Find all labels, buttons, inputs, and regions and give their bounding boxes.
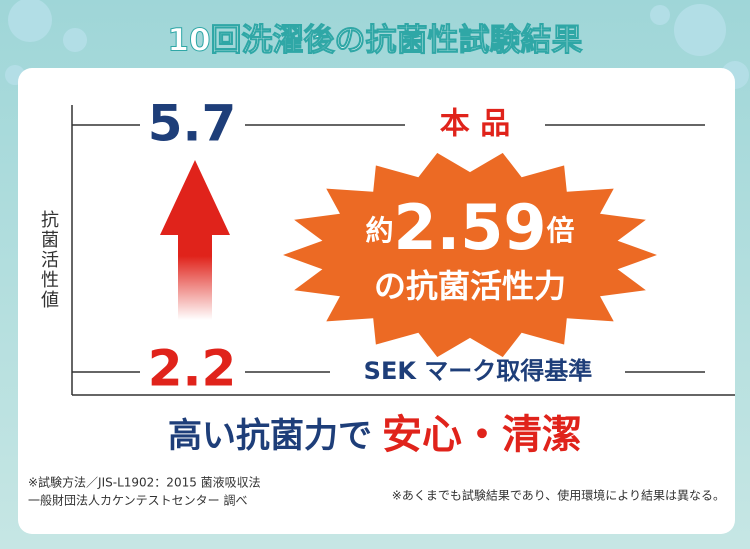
title: 10回洗濯後の抗菌性試験結果 [167,23,582,59]
badge-ratio-line: 約2.59倍 [365,191,574,264]
slogan-part1: 高い抗菌力で [168,416,372,456]
slogan-part2: 安心・清潔 [382,412,582,458]
badge-prefix: 約 [365,214,393,247]
standard-label: SEK マーク取得基準 [364,357,593,385]
product-value: 5.7 [148,95,237,153]
badge-ratio: 2.59 [394,191,547,264]
starburst [277,150,663,360]
axis-label: 抗菌活性値 [38,210,59,310]
badge-line2: の抗菌活性力 [374,267,566,305]
note-method: ※試験方法／JIS-L1902：2015 菌液吸収法 [28,475,261,490]
note-lab: 一般財団法人カケンテストセンター 調べ [28,493,247,508]
bubbles [5,0,749,89]
arrow [160,160,230,320]
badge-suffix: 倍 [546,214,574,247]
note-disclaimer: ※あくまでも試験結果であり、使用環境により結果は異なる。 [392,488,725,503]
slogan: 高い抗菌力で 安心・清潔 [168,412,582,458]
standard-value: 2.2 [148,340,237,398]
axes [71,105,735,396]
product-label: 本 品 [440,107,510,142]
